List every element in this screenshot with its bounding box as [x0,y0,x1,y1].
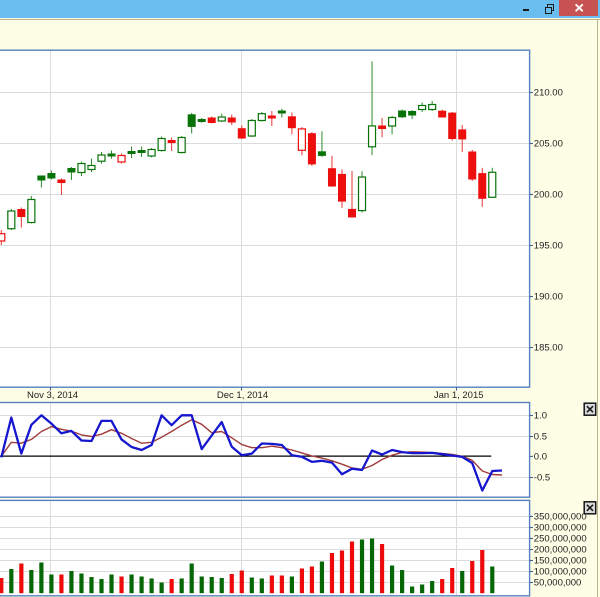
svg-text:185.00: 185.00 [534,343,563,354]
svg-text:190.00: 190.00 [534,292,563,303]
svg-text:-0.5: -0.5 [534,473,550,484]
svg-text:50,000,000: 50,000,000 [534,578,582,589]
svg-text:Nov 3, 2014: Nov 3, 2014 [27,390,78,401]
svg-text:0.5: 0.5 [534,432,547,443]
svg-text:200,000,000: 200,000,000 [534,545,587,556]
svg-text:250,000,000: 250,000,000 [534,534,587,545]
svg-text:0.0: 0.0 [534,452,547,463]
svg-text:200.00: 200.00 [534,190,563,201]
svg-text:350,000,000: 350,000,000 [534,512,587,523]
svg-text:300,000,000: 300,000,000 [534,523,587,534]
svg-text:Jan 1, 2015: Jan 1, 2015 [434,390,484,401]
svg-text:1.0: 1.0 [534,411,547,422]
svg-text:150,000,000: 150,000,000 [534,556,587,567]
svg-text:210.00: 210.00 [534,88,563,99]
svg-text:205.00: 205.00 [534,139,563,150]
svg-text:Dec 1, 2014: Dec 1, 2014 [217,390,268,401]
svg-text:100,000,000: 100,000,000 [534,567,587,578]
svg-text:195.00: 195.00 [534,241,563,252]
